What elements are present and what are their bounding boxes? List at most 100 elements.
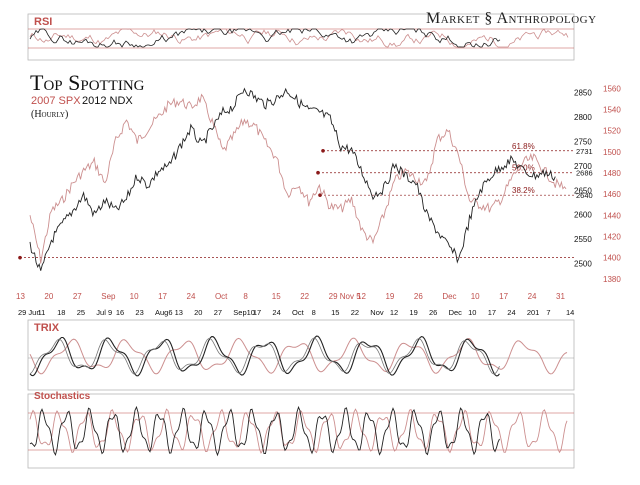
top-axis-label: 31 (556, 292, 565, 301)
bottom-axis-label: 10 (468, 308, 476, 317)
subtitle-ndx: 2012 NDX (82, 95, 133, 107)
y-left-tick: 2800 (574, 113, 592, 122)
bottom-axis-label: 26 (429, 308, 437, 317)
bottom-axis-label: 24 (507, 308, 515, 317)
bottom-axis-label: 23 (135, 308, 143, 317)
bottom-axis-label: 16 (116, 308, 124, 317)
y-left-tick: 2700 (574, 162, 592, 171)
stochastics-panel (27, 393, 575, 469)
top-axis-label: 17 (499, 292, 508, 301)
y-right-tick: 1400 (603, 254, 621, 263)
bottom-axis-label: 27 (214, 308, 222, 317)
top-axis-label: 8 (243, 292, 248, 301)
top-axis-label: 19 (385, 292, 394, 301)
y-left-ticks: 2500 2550 2600 2650 2700 2750 2800 2850 (574, 89, 592, 269)
support-marker (18, 255, 22, 260)
rsi-line-spx (29, 28, 569, 48)
y-left-tick: 2650 (574, 186, 592, 195)
y-right-tick: 1560 (603, 84, 621, 93)
trix-line-ndx (29, 335, 500, 377)
series-line-ndx (29, 87, 556, 271)
fib-marker (321, 148, 325, 153)
rsi-label: RSI (34, 16, 52, 28)
bottom-axis-label: Oct (292, 308, 305, 317)
rsi-lines (29, 28, 569, 48)
bottom-axis-label: 12 (390, 308, 398, 317)
trix-line-spx (29, 337, 568, 375)
subtitle-spx: 2007 SPX (31, 95, 81, 107)
top-axis-label: 13 (16, 292, 25, 301)
top-axis-label: 24 (528, 292, 537, 301)
fib-label: 61.8% (512, 142, 535, 151)
fib-value: 2731 (576, 147, 593, 156)
y-left-tick: 2750 (574, 138, 592, 147)
fib-label: 38.2% (512, 186, 535, 195)
top-axis-label: 22 (300, 292, 309, 301)
interval-label: (Hourly) (31, 109, 68, 120)
bottom-axis-label: Aug6 (155, 308, 173, 317)
bottom-axis-label: 8 (312, 308, 316, 317)
trix-label: TRIX (34, 322, 60, 334)
top-axis-label: Oct (215, 292, 228, 301)
bottom-axis-label: 7 (546, 308, 550, 317)
top-axis-label: 17 (158, 292, 167, 301)
y-right-tick: 1380 (603, 275, 621, 284)
y-right-tick: 1440 (603, 211, 621, 220)
top-axis-label: 24 (187, 292, 196, 301)
y-left-tick: 2550 (574, 235, 592, 244)
bottom-axis-label: 11 (38, 308, 46, 317)
bottom-axis-label: 17 (488, 308, 496, 317)
trix-signal-ndx (29, 337, 500, 375)
bottom-axis-label: 19 (409, 308, 417, 317)
top-date-axis: 13 20 27 Sep 10 17 24 Oct 8 15 22 29 Nov 512 19 26 Dec… (16, 292, 565, 301)
y-left-tick: 2850 (574, 89, 592, 98)
rsi-panel (27, 13, 575, 61)
y-right-ticks: 1380 1400 1420 1440 1460 1480 1500 1520 1540 1560 (603, 84, 621, 283)
rsi-line-ndx (29, 28, 501, 48)
trix-panel (27, 319, 575, 391)
y-right-tick: 1480 (603, 169, 621, 178)
fib-value: 2640 (576, 191, 593, 200)
price-series (29, 87, 567, 271)
top-axis-label: 15 (272, 292, 281, 301)
brand-title: Market § Anthropology (426, 10, 597, 27)
bottom-axis-label: 201 (527, 308, 540, 317)
bottom-axis-label: Nov (370, 308, 384, 317)
top-axis-label: 12 (357, 292, 366, 301)
y-right-tick: 1520 (603, 127, 621, 136)
bottom-axis-label: Jul 9 (96, 308, 112, 317)
top-axis-label: Sep (101, 292, 116, 301)
chart-title: Top Spotting (30, 70, 145, 95)
bottom-axis-label: 29 Jun (18, 308, 41, 317)
top-axis-label: 10 (130, 292, 139, 301)
bottom-axis-label: 15 (331, 308, 339, 317)
bottom-axis-label: 14 (566, 308, 574, 317)
top-axis-label: Dec (442, 292, 456, 301)
y-left-tick: 2500 (574, 259, 592, 268)
y-right-tick: 1420 (603, 232, 621, 241)
trix-lines (29, 335, 568, 377)
bottom-axis-label: 25 (77, 308, 85, 317)
top-axis-label: 20 (44, 292, 53, 301)
y-left-tick: 2600 (574, 211, 592, 220)
stoch-lines (29, 405, 568, 457)
bottom-axis-label: 24 (272, 308, 280, 317)
top-axis-label: 27 (73, 292, 82, 301)
bottom-axis-label: 17 (253, 308, 261, 317)
stoch-line-ndx (29, 405, 500, 457)
bottom-axis-label: Dec (449, 308, 463, 317)
fib-marker (318, 193, 322, 197)
bottom-axis-label: Sep10 (233, 308, 255, 317)
top-axis-label: 26 (414, 292, 423, 301)
bottom-axis-label: 13 (175, 308, 183, 317)
fib-marker (316, 170, 320, 175)
y-right-tick: 1460 (603, 190, 621, 199)
y-right-tick: 1500 (603, 148, 621, 157)
fib-value: 2686 (576, 169, 593, 178)
stochastics-label: Stochastics (34, 391, 91, 402)
y-right-tick: 1540 (603, 106, 621, 115)
top-axis-label: 29 Nov 5 (329, 292, 362, 301)
top-axis-label: 10 (471, 292, 480, 301)
